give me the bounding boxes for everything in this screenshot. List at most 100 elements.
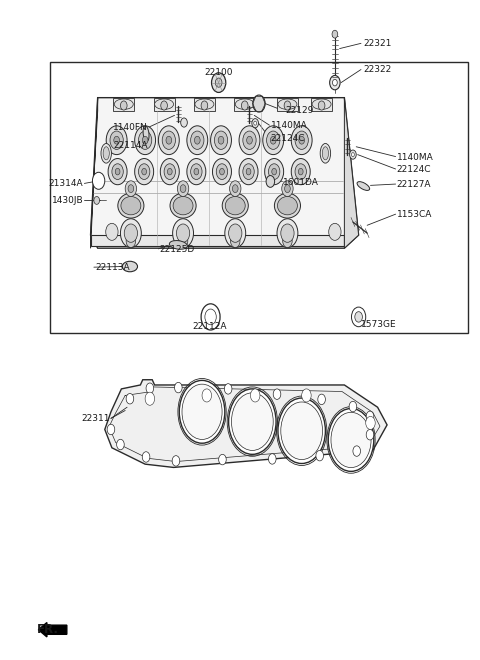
Text: 22129: 22129	[285, 106, 313, 115]
Circle shape	[93, 172, 105, 189]
Circle shape	[160, 158, 179, 185]
Circle shape	[266, 131, 280, 149]
Circle shape	[115, 168, 120, 175]
Circle shape	[239, 158, 258, 185]
Circle shape	[213, 158, 231, 185]
Circle shape	[278, 398, 325, 463]
Circle shape	[285, 185, 290, 193]
Circle shape	[117, 440, 124, 449]
Circle shape	[179, 234, 188, 248]
Circle shape	[178, 181, 189, 197]
Ellipse shape	[169, 240, 187, 249]
Ellipse shape	[143, 126, 149, 141]
Circle shape	[218, 136, 224, 144]
Text: 1140MA: 1140MA	[271, 121, 308, 130]
Circle shape	[110, 131, 123, 149]
FancyBboxPatch shape	[234, 98, 255, 111]
Circle shape	[194, 168, 199, 175]
Circle shape	[366, 430, 374, 440]
Circle shape	[291, 126, 312, 154]
Circle shape	[187, 158, 206, 185]
Circle shape	[264, 158, 284, 185]
Circle shape	[230, 234, 240, 248]
Polygon shape	[91, 235, 344, 246]
Circle shape	[205, 309, 216, 325]
Circle shape	[268, 453, 276, 464]
Ellipse shape	[173, 197, 193, 214]
Circle shape	[332, 30, 338, 38]
Text: 21314A: 21314A	[49, 179, 84, 188]
Circle shape	[270, 136, 276, 144]
Circle shape	[328, 409, 374, 471]
Text: 22321: 22321	[363, 39, 392, 48]
Circle shape	[201, 304, 220, 330]
Circle shape	[243, 164, 254, 180]
Circle shape	[333, 79, 337, 86]
Circle shape	[158, 126, 179, 154]
Text: 22125D: 22125D	[159, 245, 194, 254]
Circle shape	[268, 164, 280, 180]
Circle shape	[142, 168, 146, 175]
Circle shape	[135, 158, 154, 185]
Ellipse shape	[122, 261, 137, 272]
Circle shape	[295, 131, 308, 149]
FancyBboxPatch shape	[194, 98, 215, 111]
Ellipse shape	[278, 99, 297, 110]
Text: 1140MA: 1140MA	[396, 152, 433, 162]
Circle shape	[277, 218, 298, 248]
Circle shape	[353, 446, 360, 456]
FancyBboxPatch shape	[277, 98, 298, 111]
Circle shape	[330, 75, 340, 90]
Circle shape	[299, 168, 303, 175]
Ellipse shape	[312, 99, 331, 110]
Circle shape	[318, 394, 325, 405]
Circle shape	[366, 411, 374, 422]
Circle shape	[272, 168, 276, 175]
Ellipse shape	[322, 147, 328, 160]
Circle shape	[106, 223, 118, 240]
Circle shape	[179, 380, 225, 444]
Polygon shape	[105, 379, 387, 467]
Circle shape	[126, 234, 136, 248]
Ellipse shape	[275, 193, 300, 218]
Text: 1430JB: 1430JB	[52, 196, 84, 205]
Circle shape	[166, 136, 172, 144]
Circle shape	[164, 164, 176, 180]
Circle shape	[120, 218, 141, 248]
Circle shape	[281, 402, 323, 459]
Circle shape	[125, 181, 137, 197]
Circle shape	[202, 389, 212, 402]
Polygon shape	[344, 98, 359, 248]
FancyBboxPatch shape	[50, 61, 468, 333]
Circle shape	[114, 136, 120, 144]
Circle shape	[263, 126, 284, 154]
Circle shape	[138, 164, 150, 180]
Circle shape	[224, 383, 232, 394]
Circle shape	[124, 224, 137, 242]
FancyArrow shape	[38, 622, 67, 637]
Circle shape	[216, 78, 222, 87]
Text: 22113A: 22113A	[96, 263, 130, 272]
Polygon shape	[91, 98, 97, 248]
Circle shape	[212, 73, 226, 92]
Circle shape	[128, 185, 134, 193]
Text: 22114A: 22114A	[113, 141, 147, 150]
Circle shape	[351, 152, 354, 156]
Circle shape	[120, 101, 127, 110]
Circle shape	[219, 454, 226, 465]
Circle shape	[253, 95, 265, 112]
Polygon shape	[91, 98, 359, 248]
Circle shape	[239, 126, 260, 154]
Ellipse shape	[170, 193, 196, 218]
Circle shape	[295, 164, 306, 180]
Ellipse shape	[118, 193, 144, 218]
Text: 22124C: 22124C	[396, 165, 431, 174]
Circle shape	[112, 164, 123, 180]
Circle shape	[282, 181, 293, 197]
Circle shape	[201, 101, 208, 110]
Circle shape	[252, 119, 259, 128]
Circle shape	[291, 158, 310, 185]
Circle shape	[94, 197, 99, 205]
Circle shape	[301, 389, 311, 402]
Text: 1573GE: 1573GE	[361, 320, 396, 329]
